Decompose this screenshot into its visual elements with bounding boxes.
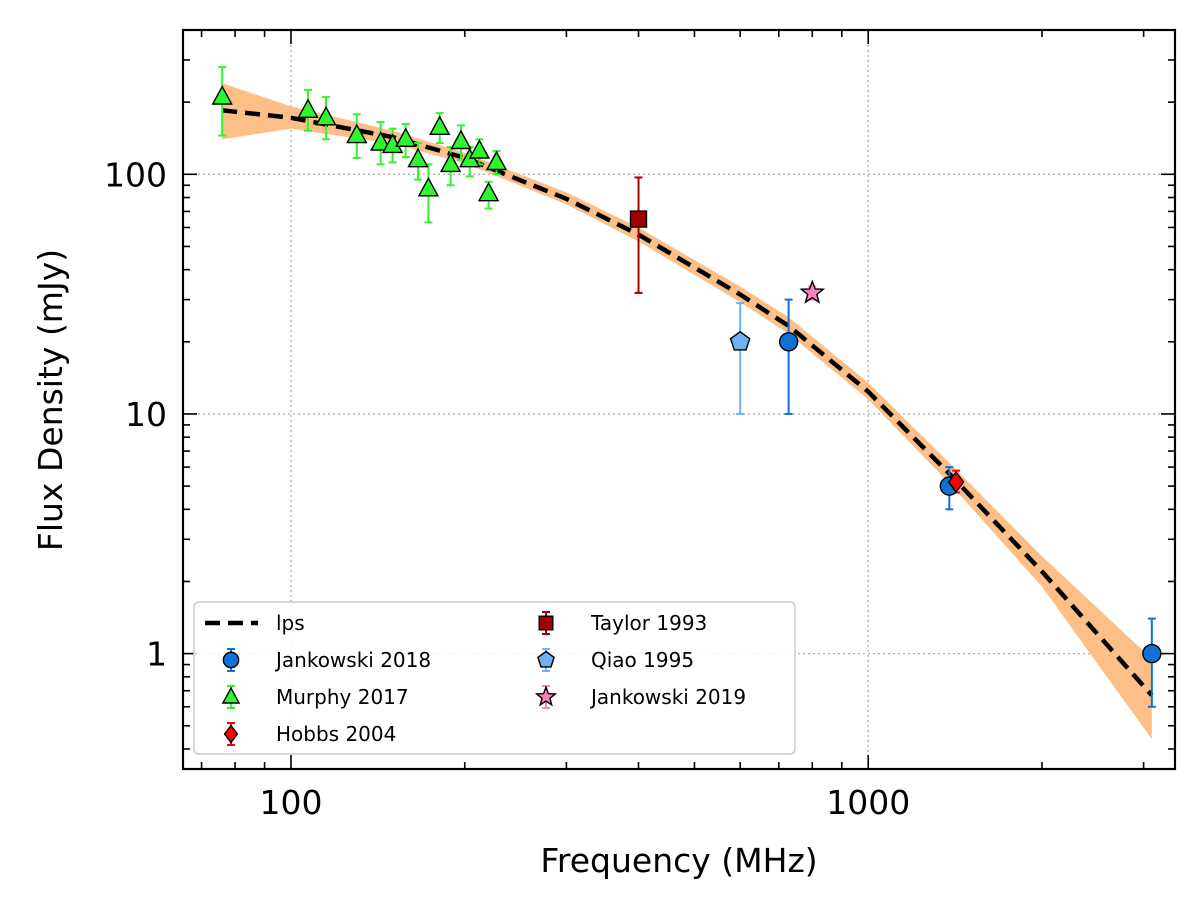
- x-tick-label: 1000: [826, 783, 910, 822]
- data-point: [1142, 643, 1162, 664]
- data-point: [468, 139, 491, 159]
- data-point: [477, 181, 500, 202]
- data-point: [485, 150, 508, 171]
- data-point: [346, 123, 368, 144]
- data-point: [450, 129, 472, 150]
- data-point: [778, 332, 799, 352]
- fit-curve: [221, 108, 1154, 697]
- data-point: [729, 330, 751, 351]
- data-point: [799, 279, 826, 304]
- data-point: [315, 105, 337, 126]
- legend-label: Jankowski 2018: [274, 648, 431, 672]
- legend-label: Qiao 1995: [591, 648, 694, 672]
- data-point: [370, 131, 392, 151]
- legend-label: Jankowski 2019: [589, 685, 746, 709]
- legend-marker: [537, 650, 555, 668]
- y-tick-label: 10: [125, 395, 167, 434]
- y-tick-label: 100: [104, 155, 167, 194]
- legend-box: [193, 601, 796, 755]
- legend-marker: [534, 685, 558, 707]
- data-point: [947, 470, 965, 494]
- legend-marker: [538, 615, 554, 631]
- x-axis-label: Frequency (MHz): [540, 841, 817, 880]
- legend-label: Murphy 2017: [276, 685, 409, 709]
- data-point: [417, 176, 440, 197]
- data-point: [395, 127, 417, 148]
- data-point: [407, 147, 429, 168]
- data-point: [297, 98, 319, 119]
- legend-marker: [221, 686, 241, 704]
- fit-line: [221, 108, 1154, 697]
- legend-marker: [223, 724, 239, 744]
- y-axis-label: Flux Density (mJy): [31, 249, 70, 551]
- data-point: [629, 210, 648, 228]
- tick-labels: 100 1000 1 10 100: [104, 155, 910, 822]
- data-point: [429, 115, 451, 136]
- legend-label: Taylor 1993: [590, 611, 707, 635]
- plot-frame: [181, 28, 1177, 771]
- legend-marker: [222, 651, 240, 669]
- legend: lps Jankowski 2018 Murphy 2017 Hobbs 2004 Ta…: [193, 601, 796, 755]
- legend-label: Hobbs 2004: [276, 722, 396, 746]
- x-tick-label: 100: [259, 783, 322, 822]
- legend-label: lps: [276, 611, 305, 635]
- y-tick-label: 1: [146, 635, 167, 674]
- data-markers: [211, 85, 1162, 664]
- data-point: [211, 85, 233, 105]
- axis-ticks: [183, 29, 1175, 769]
- data-point: [439, 152, 462, 173]
